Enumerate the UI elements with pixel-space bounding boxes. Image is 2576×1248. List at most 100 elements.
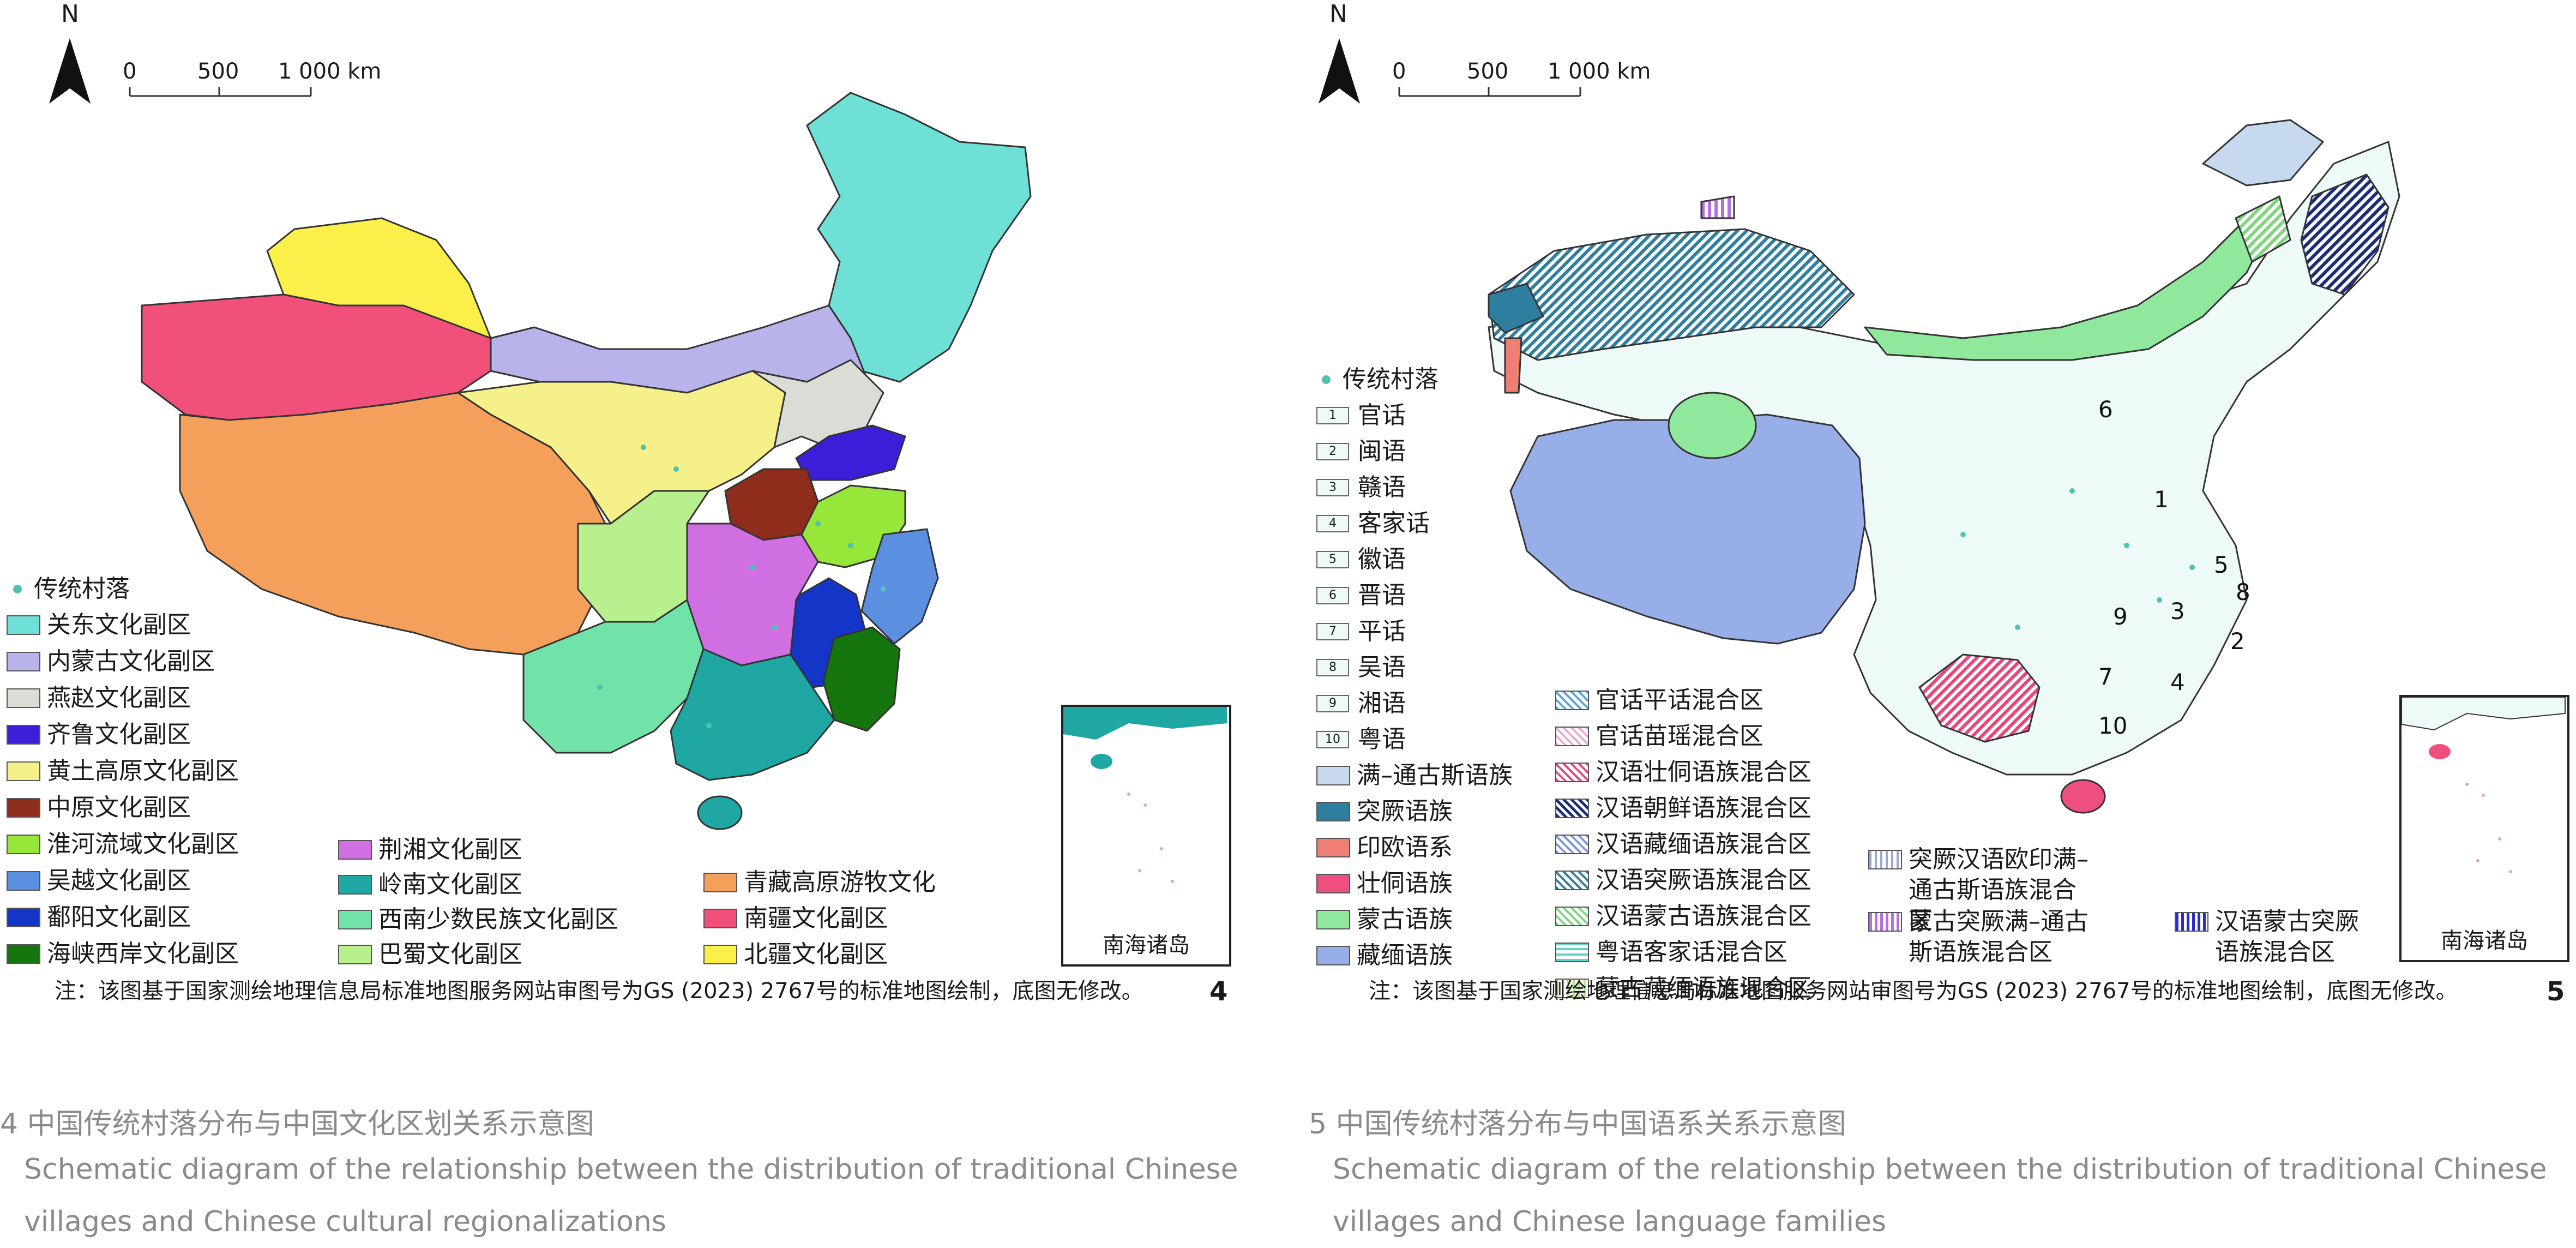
caption-zh: 4 中国传统村落分布与中国文化区划关系示意图 [0, 1108, 594, 1141]
legend-item: 北疆文化副区 [703, 943, 888, 967]
legend-mixed: 汉语蒙古语族混合区 [1555, 904, 1811, 928]
caption-en: Schematic diagram of the relationship be… [24, 1153, 1238, 1238]
figure-4-map: N 0 500 1 000 km 传统村落 关东文化副区 内蒙古文化副区 燕赵文… [0, 0, 1271, 1025]
figure-number: 5 [2547, 976, 2565, 1007]
legend-item: 黄土高原文化副区 [7, 759, 239, 783]
legend-mixed: 汉语壮侗语族混合区 [1555, 760, 1811, 784]
legend-mixed: 汉语朝鲜语族混合区 [1555, 796, 1811, 820]
village-dot-icon [13, 585, 22, 593]
village-dot-icon [1322, 375, 1331, 384]
legend-dialect: 10 粤语 [1316, 728, 1406, 752]
region-manchu [2202, 119, 2324, 187]
region-guandong [806, 92, 1032, 383]
inset-label: 南海诸岛 [1103, 933, 1190, 958]
figure-number: 4 [1209, 976, 1228, 1007]
legend-mixed: 官话平话混合区 [1555, 688, 1764, 712]
legend-dialect: 8 吴语 [1316, 656, 1406, 680]
legend-item: 巴蜀文化副区 [338, 943, 522, 967]
inset-islands [2402, 697, 2566, 873]
legend-family: 突厥语族 [1316, 800, 1453, 824]
region-indoeuropean [1504, 337, 1522, 394]
legend-family: 印欧语系 [1316, 836, 1453, 860]
legend-dialect: 2 闽语 [1316, 440, 1406, 464]
scale-label-500: 500 [197, 59, 239, 84]
legend-item: 内蒙古文化副区 [7, 650, 215, 674]
region-mongolic-west [1668, 392, 1757, 459]
region-lingnan [670, 648, 835, 781]
region-wuyue [860, 528, 939, 645]
legend-village: 传统村落 [0, 577, 130, 601]
map-number: 1 [2154, 486, 2169, 513]
region-bashu [577, 490, 710, 623]
region-korean-mix [2300, 173, 2390, 296]
scale-label-500: 500 [1467, 59, 1509, 84]
map-number: 10 [2098, 712, 2127, 739]
legend-mixed: 粤语客家话混合区 [1555, 940, 1787, 964]
legend-item: 青藏高原游牧文化 [703, 871, 936, 895]
map-number: 9 [2113, 603, 2128, 630]
legend-dialect: 7 平话 [1316, 620, 1406, 644]
scale-bar [1398, 87, 1581, 97]
region-hainan [697, 795, 743, 830]
legend-mixed: 突厥汉语欧印满–通古斯语族混合区 [1868, 844, 2097, 936]
legend-village: 传统村落 [1309, 368, 1439, 392]
scale-label-0: 0 [1392, 59, 1406, 84]
legend-item: 齐鲁文化副区 [7, 723, 191, 747]
region-green-mix [2235, 195, 2291, 263]
legend-mixed: 蒙古藏缅语族混合区 [1555, 976, 1811, 1000]
inset-islands [1063, 707, 1227, 883]
scale-bar [129, 87, 312, 97]
legend-item: 燕赵文化副区 [7, 686, 191, 710]
north-label: N [1329, 0, 1347, 28]
legend-item: 关东文化副区 [7, 613, 191, 637]
region-turkic [1488, 283, 1544, 334]
map-number: 5 [2214, 551, 2229, 578]
legend-dialect: 6 晋语 [1316, 584, 1406, 608]
legend-item: 南疆文化副区 [703, 907, 888, 931]
map-number: 7 [2098, 663, 2113, 690]
scale-label-0: 0 [123, 59, 137, 84]
map-number: 3 [2170, 598, 2185, 625]
legend-dialect: 9 湘语 [1316, 692, 1406, 716]
region-hainan [2060, 779, 2106, 814]
map-number: 6 [2098, 396, 2113, 423]
south-china-sea-inset: 南海诸岛 [1061, 705, 1231, 967]
village-dots [1960, 488, 2195, 630]
legend-dialect: 5 徽语 [1316, 548, 1406, 572]
caption-zh: 5 中国传统村落分布与中国语系关系示意图 [1309, 1108, 1846, 1141]
legend-family: 蒙古语族 [1316, 908, 1453, 932]
legend-mixed: 官话苗瑶混合区 [1555, 724, 1764, 748]
region-huangtu [457, 370, 786, 525]
cultural-regions-map [49, 38, 1032, 830]
legend-family: 满–通古斯语族 [1316, 764, 1513, 788]
region-mongol-turkic-mix [1700, 195, 1735, 219]
north-arrow-icon [49, 38, 91, 104]
legend-dialect: 4 客家话 [1316, 512, 1430, 536]
scale-label-1000: 1 000 km [1548, 59, 1651, 84]
map-number: 2 [2230, 628, 2245, 655]
legend-item: 西南少数民族文化副区 [338, 908, 618, 932]
legend-dialect: 3 赣语 [1316, 476, 1406, 500]
region-haixia [822, 626, 901, 732]
legend-mixed: 汉语蒙古突厥语族混合区 [2175, 907, 2404, 968]
legend-item: 海峡西岸文化副区 [7, 942, 239, 966]
legend-item: 荆湘文化副区 [338, 838, 522, 862]
region-turkic-mix [1488, 228, 1855, 361]
legend-dialect: 1 官话 [1316, 404, 1406, 428]
caption-en: Schematic diagram of the relationship be… [1333, 1153, 2547, 1238]
north-label: N [61, 0, 79, 28]
region-qilu [795, 424, 906, 481]
legend-item: 淮河流域文化副区 [7, 832, 239, 856]
legend-item: 岭南文化副区 [338, 873, 522, 897]
dialect-numbers: 1 2 3 4 5 6 7 8 9 10 [2098, 396, 2250, 739]
region-zhuang-mix [1918, 653, 2041, 743]
legend-mixed: 汉语突厥语族混合区 [1555, 868, 1811, 892]
language-families-map: 1 2 3 4 5 6 7 8 9 10 [1319, 38, 2400, 814]
map-number: 8 [2236, 579, 2250, 605]
legend-item: 中原文化副区 [7, 796, 191, 820]
legend-mixed: 蒙古突厥满–通古斯语族混合区 [1868, 907, 2097, 968]
map-number: 4 [2170, 669, 2185, 695]
legend-family: 壮侗语族 [1316, 872, 1453, 896]
south-china-sea-inset: 南海诸岛 [2399, 695, 2569, 962]
figure-5-map: 1 2 3 4 5 6 7 8 9 10 N 0 500 1 000 km 传统… [1309, 0, 2576, 1025]
